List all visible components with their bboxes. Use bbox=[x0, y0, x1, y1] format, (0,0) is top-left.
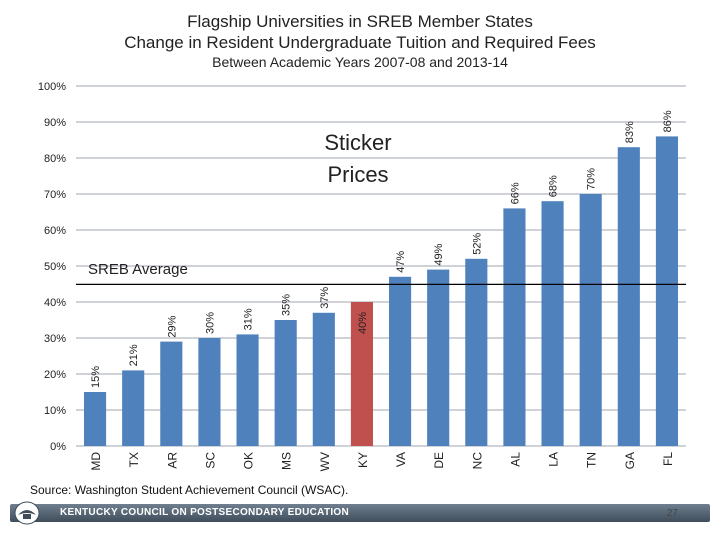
value-label: 15% bbox=[90, 366, 102, 388]
bar-va bbox=[389, 276, 412, 446]
y-tick-label: 50% bbox=[44, 261, 66, 273]
bar-ga bbox=[617, 147, 640, 446]
bar-ar bbox=[160, 341, 183, 446]
y-tick-label: 100% bbox=[38, 81, 66, 93]
footer: KENTUCKY COUNCIL ON POSTSECONDARY EDUCAT… bbox=[0, 500, 720, 540]
y-tick-label: 90% bbox=[44, 117, 66, 129]
source-note: Source: Washington Student Achievement C… bbox=[30, 483, 349, 497]
bar-md bbox=[84, 392, 107, 446]
y-tick-label: 20% bbox=[44, 369, 66, 381]
footer-band bbox=[10, 504, 710, 522]
value-label: 31% bbox=[243, 308, 255, 330]
chart-title: Flagship Universities in SREB Member Sta… bbox=[187, 12, 533, 31]
x-tick-label: MS bbox=[280, 452, 294, 470]
bar-nc bbox=[465, 258, 488, 446]
bar-chart: 0% 10% 20% 30% 40% 50% 60% 70% 80% 90% 100% 15% MD 21… bbox=[38, 81, 686, 471]
value-label: 30% bbox=[204, 312, 216, 334]
annotation-text: Prices bbox=[327, 162, 388, 187]
value-label: 49% bbox=[433, 243, 445, 265]
footer-org-name: KENTUCKY COUNCIL ON POSTSECONDARY EDUCAT… bbox=[60, 507, 350, 518]
y-tick-label: 40% bbox=[44, 297, 66, 309]
y-tick-label: 10% bbox=[44, 405, 66, 417]
value-label: 52% bbox=[471, 233, 483, 255]
x-tick-label: GA bbox=[623, 452, 637, 469]
value-label: 47% bbox=[395, 251, 407, 273]
value-label: 37% bbox=[319, 287, 331, 309]
bar-sc bbox=[198, 338, 221, 446]
value-label: 29% bbox=[166, 315, 178, 337]
x-tick-label: WV bbox=[318, 452, 332, 471]
x-tick-label: MD bbox=[89, 452, 103, 471]
bar-tn bbox=[579, 194, 602, 446]
y-tick-label: 60% bbox=[44, 225, 66, 237]
x-tick-label: AR bbox=[165, 452, 179, 469]
x-tick-label: NC bbox=[470, 452, 484, 470]
y-tick-label: 80% bbox=[44, 153, 66, 165]
y-tick-label: 30% bbox=[44, 333, 66, 345]
bar-la bbox=[541, 201, 564, 446]
x-tick-label: SC bbox=[203, 452, 217, 469]
value-label: 70% bbox=[586, 168, 598, 190]
value-label: 68% bbox=[548, 175, 560, 197]
bar-ms bbox=[274, 320, 297, 446]
y-tick-label: 0% bbox=[50, 441, 66, 453]
bar-wv bbox=[312, 312, 335, 446]
value-label: 66% bbox=[509, 182, 521, 204]
value-label: 83% bbox=[624, 121, 636, 143]
x-tick-label: DE bbox=[432, 452, 446, 469]
bar-al bbox=[503, 208, 526, 446]
y-tick-label: 70% bbox=[44, 189, 66, 201]
value-label: 86% bbox=[662, 110, 674, 132]
value-label: 40% bbox=[357, 312, 369, 334]
chart-subtitle: Change in Resident Undergraduate Tuition… bbox=[124, 33, 596, 52]
annotation-text: Sticker bbox=[324, 130, 391, 155]
bar-fl bbox=[655, 136, 678, 446]
bar-tx bbox=[122, 370, 145, 446]
x-tick-label: TN bbox=[585, 452, 599, 468]
x-tick-label: OK bbox=[242, 452, 256, 469]
x-tick-label: TX bbox=[127, 452, 141, 467]
x-tick-label: VA bbox=[394, 452, 408, 467]
x-tick-label: FL bbox=[661, 452, 675, 466]
x-tick-label: KY bbox=[356, 452, 370, 468]
page-number: 27 bbox=[666, 508, 678, 519]
council-seal-icon bbox=[14, 501, 40, 525]
bar-ok bbox=[236, 334, 259, 446]
value-label: 35% bbox=[281, 294, 293, 316]
x-tick-label: AL bbox=[508, 452, 522, 467]
bar-ky bbox=[350, 302, 373, 446]
value-label: 21% bbox=[128, 344, 140, 366]
x-tick-label: LA bbox=[547, 452, 561, 467]
chart-period: Between Academic Years 2007-08 and 2013-… bbox=[212, 54, 508, 70]
reference-line-label: SREB Average bbox=[88, 261, 188, 278]
bar-de bbox=[427, 269, 450, 446]
